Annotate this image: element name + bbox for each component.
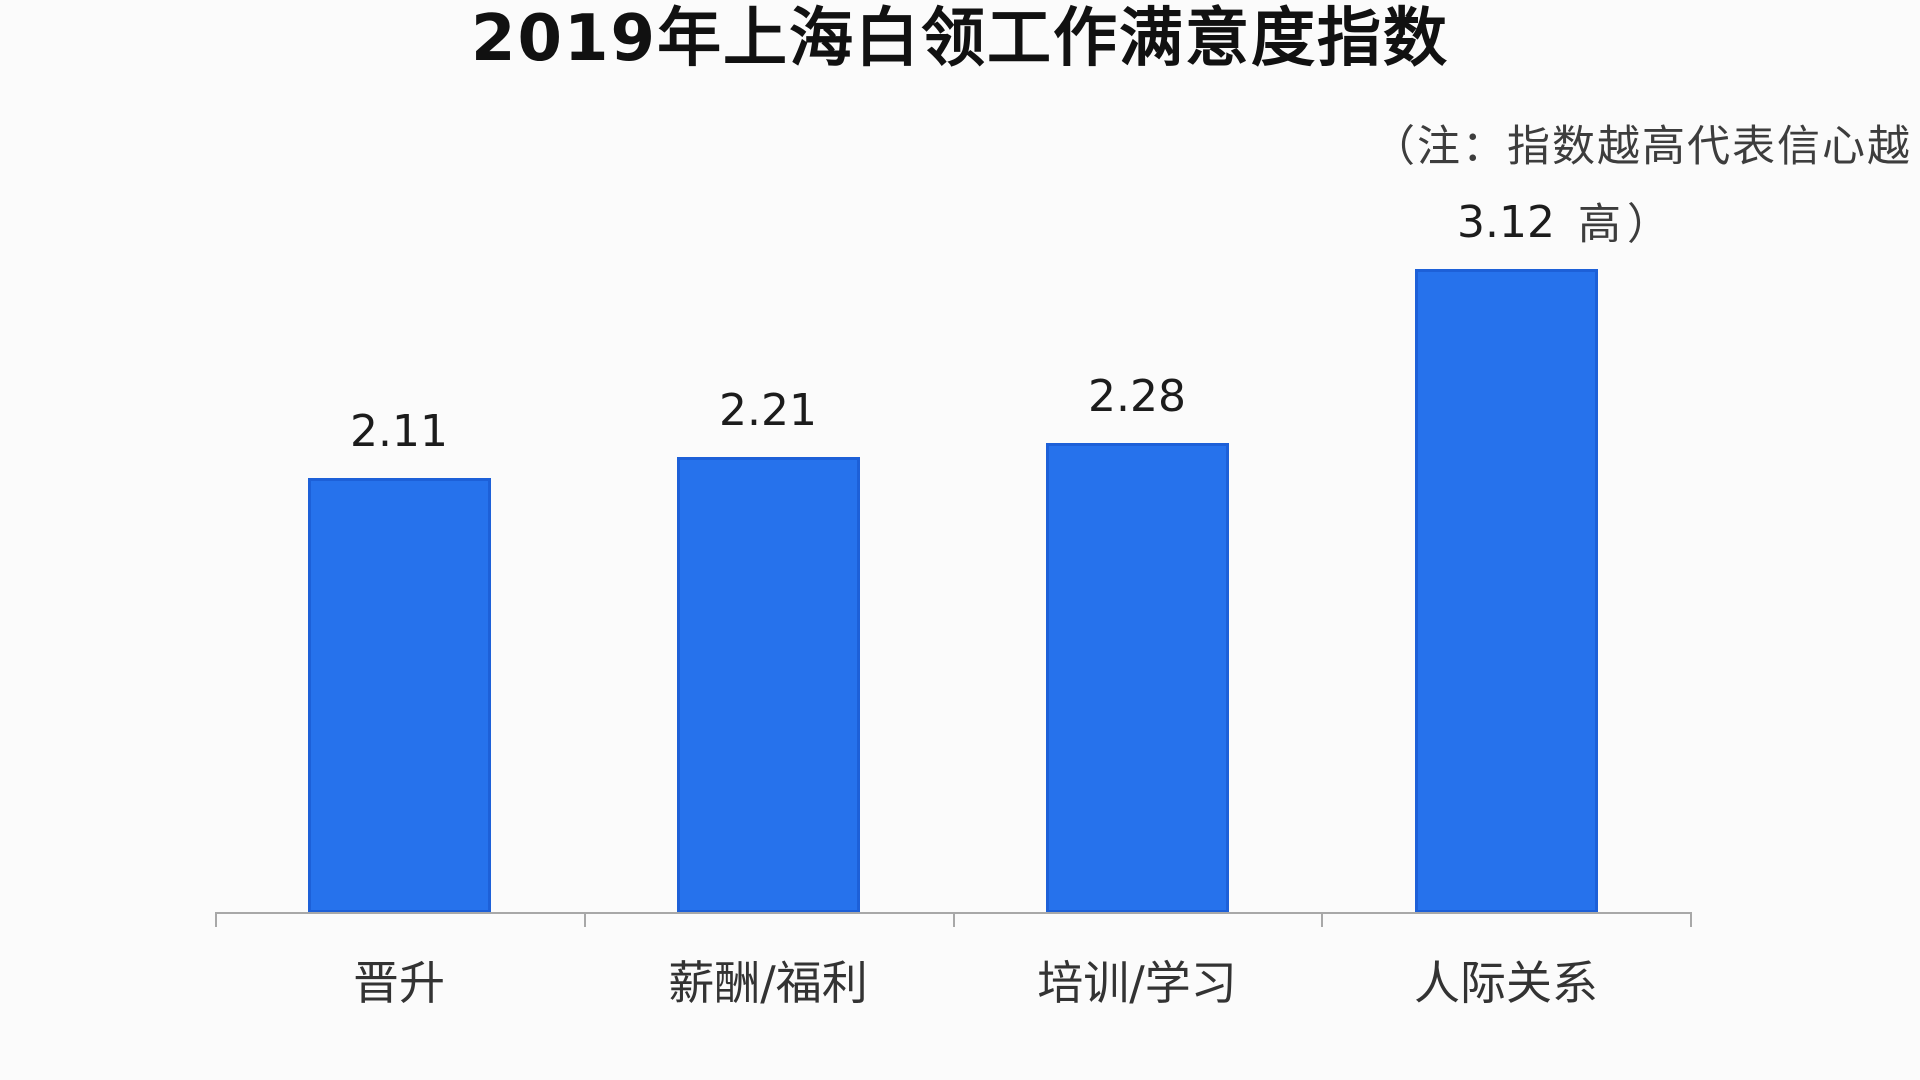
bar-value-label: 2.28 — [1088, 371, 1186, 422]
chart-note-line1: （注：指数越高代表信心越 — [1372, 122, 1912, 172]
axis-tick — [215, 912, 217, 927]
axis-tick — [584, 912, 586, 927]
category-label-薪酬/福利: 薪酬/福利 — [668, 956, 868, 1010]
bar-晋升 — [307, 478, 491, 913]
bar-人际关系 — [1414, 269, 1598, 913]
category-label-晋升: 晋升 — [353, 956, 445, 1010]
bar-value-label: 2.21 — [719, 385, 817, 436]
x-axis-line — [215, 912, 1690, 914]
category-label-人际关系: 人际关系 — [1414, 956, 1598, 1010]
bar-value-label: 2.11 — [350, 406, 448, 457]
chart-title: 2019年上海白领工作满意度指数 — [470, 2, 1450, 76]
bar-薪酬/福利 — [676, 457, 860, 913]
chart-note-line2: 高） — [1578, 200, 1676, 250]
axis-tick — [1690, 912, 1692, 927]
axis-tick — [953, 912, 955, 927]
axis-tick — [1321, 912, 1323, 927]
bar-value-label: 3.12 — [1457, 197, 1555, 248]
bar-培训/学习 — [1045, 443, 1229, 913]
category-label-培训/学习: 培训/学习 — [1037, 956, 1237, 1010]
